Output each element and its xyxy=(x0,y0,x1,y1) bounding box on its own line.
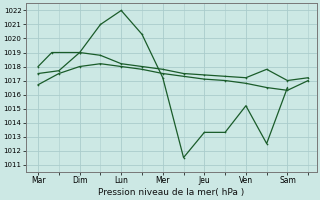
X-axis label: Pression niveau de la mer( hPa ): Pression niveau de la mer( hPa ) xyxy=(98,188,244,197)
